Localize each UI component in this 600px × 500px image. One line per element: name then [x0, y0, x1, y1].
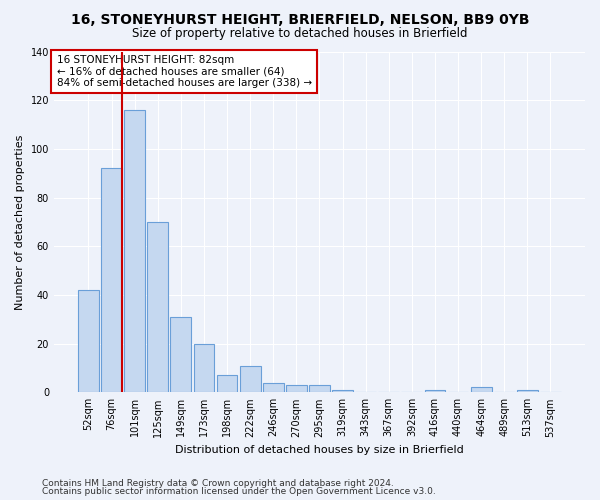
- Bar: [217, 376, 238, 392]
- Bar: [517, 390, 538, 392]
- Text: Contains HM Land Registry data © Crown copyright and database right 2024.: Contains HM Land Registry data © Crown c…: [42, 478, 394, 488]
- Text: 16 STONEYHURST HEIGHT: 82sqm
← 16% of detached houses are smaller (64)
84% of se: 16 STONEYHURST HEIGHT: 82sqm ← 16% of de…: [56, 55, 311, 88]
- Bar: [240, 366, 260, 392]
- Bar: [263, 382, 284, 392]
- Bar: [471, 388, 491, 392]
- Bar: [194, 344, 214, 392]
- Text: Contains public sector information licensed under the Open Government Licence v3: Contains public sector information licen…: [42, 488, 436, 496]
- Bar: [124, 110, 145, 393]
- Text: Size of property relative to detached houses in Brierfield: Size of property relative to detached ho…: [132, 28, 468, 40]
- Text: 16, STONEYHURST HEIGHT, BRIERFIELD, NELSON, BB9 0YB: 16, STONEYHURST HEIGHT, BRIERFIELD, NELS…: [71, 12, 529, 26]
- X-axis label: Distribution of detached houses by size in Brierfield: Distribution of detached houses by size …: [175, 445, 464, 455]
- Bar: [425, 390, 445, 392]
- Bar: [332, 390, 353, 392]
- Bar: [309, 385, 330, 392]
- Bar: [170, 317, 191, 392]
- Bar: [101, 168, 122, 392]
- Bar: [286, 385, 307, 392]
- Bar: [78, 290, 99, 392]
- Bar: [148, 222, 168, 392]
- Y-axis label: Number of detached properties: Number of detached properties: [15, 134, 25, 310]
